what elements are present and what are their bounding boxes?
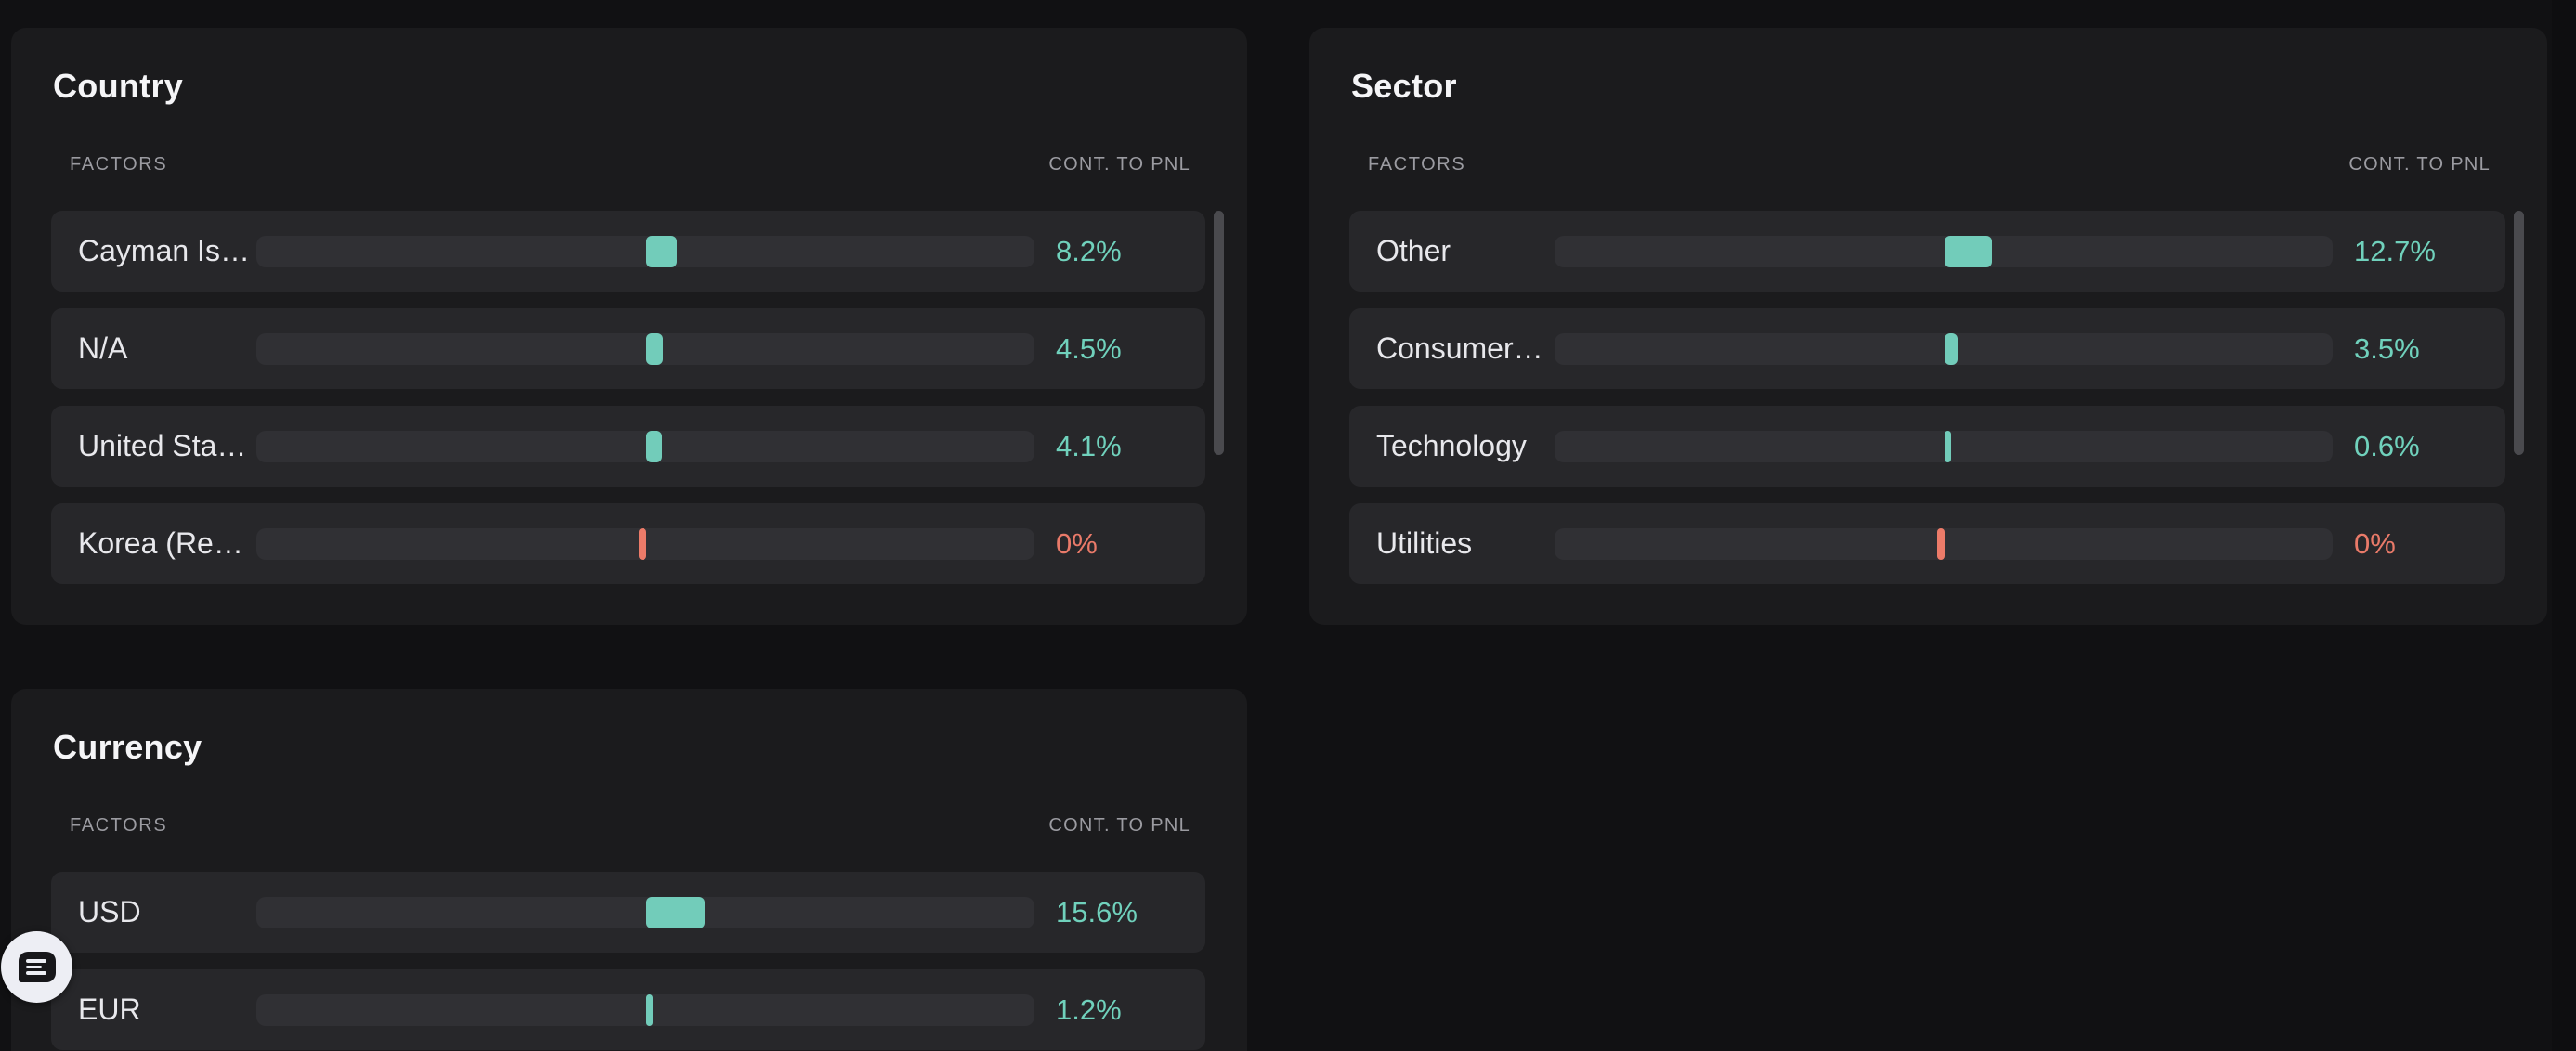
factor-label: Cayman Is… (78, 234, 250, 267)
column-headers: FACTORS CONT. TO PNL (70, 155, 1190, 174)
factor-bar (646, 332, 664, 365)
factor-list: Cayman Is… 8.2% N/A 4.5% United Sta… 4.1… (51, 211, 1205, 601)
column-headers: FACTORS CONT. TO PNL (1368, 155, 2491, 174)
factor-bar-track (256, 993, 1034, 1026)
factor-bar-track (256, 332, 1034, 365)
factor-bar (646, 896, 705, 928)
panel-scrollbar[interactable] (2514, 211, 2524, 455)
factor-value: 4.5% (1056, 331, 1122, 365)
factor-row[interactable]: Utilities 0% (1349, 503, 2505, 584)
chat-fab[interactable] (1, 931, 72, 1003)
page-title-country: Country (53, 67, 184, 105)
factor-label: N/A (78, 331, 128, 365)
cont-to-pnl-column-header: CONT. TO PNL (1048, 815, 1190, 836)
factor-row[interactable]: Cayman Is… 8.2% (51, 211, 1205, 292)
factor-row[interactable]: Consumer… 3.5% (1349, 308, 2505, 389)
factor-bar (1937, 527, 1945, 560)
factor-value: 15.6% (1056, 895, 1138, 928)
factor-value: 12.7% (2354, 234, 2436, 267)
factor-label: Korea (Re… (78, 526, 243, 560)
page-title-currency: Currency (53, 728, 202, 766)
factors-column-header: FACTORS (70, 815, 168, 836)
factor-bar-track (1555, 527, 2333, 560)
factor-bar-track (1555, 332, 2333, 365)
factor-bar-track (1555, 430, 2333, 462)
country-panel: Country FACTORS CONT. TO PNL Cayman Is… … (11, 28, 1247, 625)
factor-value: 3.5% (2354, 331, 2420, 365)
factor-bar (1945, 332, 1958, 365)
factors-column-header: FACTORS (70, 154, 168, 175)
page-title-sector: Sector (1351, 67, 1457, 105)
factor-bar (646, 430, 662, 462)
factor-label: United Sta… (78, 429, 247, 462)
factor-row[interactable]: EUR 1.2% (51, 969, 1205, 1050)
factors-column-header: FACTORS (1368, 154, 1466, 175)
factor-bar-track (256, 235, 1034, 267)
cont-to-pnl-column-header: CONT. TO PNL (1048, 154, 1190, 175)
factor-bar-track (256, 527, 1034, 560)
factor-row[interactable]: Technology 0.6% (1349, 406, 2505, 487)
factor-value: 0.6% (2354, 429, 2420, 462)
panel-scrollbar[interactable] (1214, 211, 1224, 455)
factor-value: 0% (1056, 526, 1098, 560)
page-scroll-gutter (2552, 0, 2576, 1051)
factor-label: Consumer… (1376, 331, 1543, 365)
factor-bar-track (1555, 235, 2333, 267)
factor-value: 8.2% (1056, 234, 1122, 267)
factor-label: Utilities (1376, 526, 1473, 560)
factor-label: Technology (1376, 429, 1527, 462)
factor-bar (639, 527, 646, 560)
sector-panel: Sector FACTORS CONT. TO PNL Other 12.7% … (1309, 28, 2547, 625)
factor-bar (646, 235, 678, 267)
chat-lines-icon (18, 952, 56, 982)
factor-row[interactable]: Other 12.7% (1349, 211, 2505, 292)
factor-value: 4.1% (1056, 429, 1122, 462)
factor-row[interactable]: N/A 4.5% (51, 308, 1205, 389)
factor-value: 1.2% (1056, 993, 1122, 1026)
factor-row[interactable]: United Sta… 4.1% (51, 406, 1205, 487)
factor-bar-track (256, 896, 1034, 928)
factor-label: Other (1376, 234, 1451, 267)
factor-row[interactable]: USD 15.6% (51, 872, 1205, 953)
factor-bar (646, 993, 653, 1026)
factor-row[interactable]: Korea (Re… 0% (51, 503, 1205, 584)
factor-list: USD 15.6% EUR 1.2% (51, 872, 1205, 1051)
factor-bar (1945, 235, 1993, 267)
factor-bar (1945, 430, 1951, 462)
factor-bar-track (256, 430, 1034, 462)
factor-label: USD (78, 895, 141, 928)
column-headers: FACTORS CONT. TO PNL (70, 816, 1190, 835)
cont-to-pnl-column-header: CONT. TO PNL (2348, 154, 2491, 175)
factor-label: EUR (78, 993, 141, 1026)
factor-list: Other 12.7% Consumer… 3.5% Technology 0.… (1349, 211, 2505, 601)
currency-panel: Currency FACTORS CONT. TO PNL USD 15.6% … (11, 689, 1247, 1051)
factor-value: 0% (2354, 526, 2396, 560)
